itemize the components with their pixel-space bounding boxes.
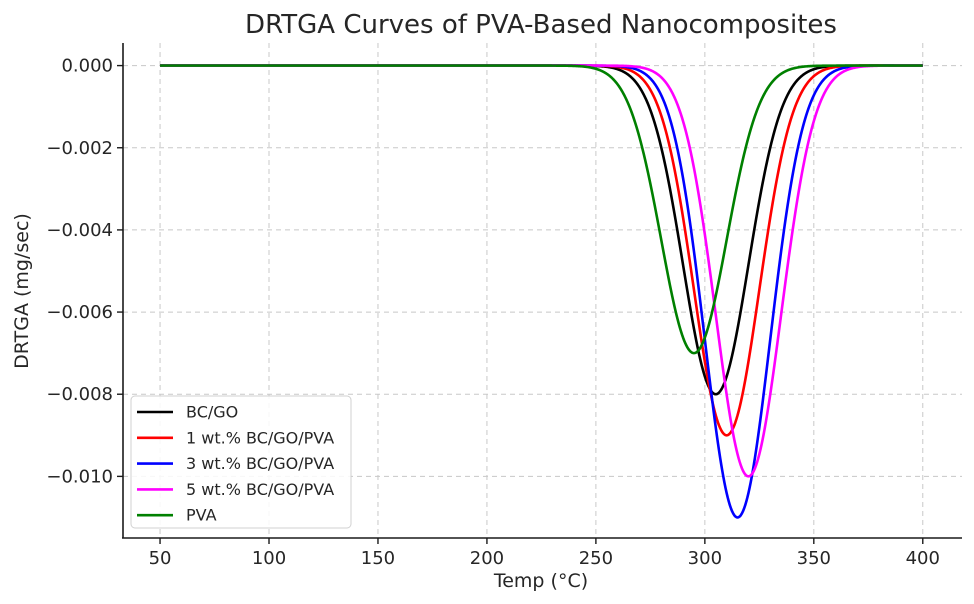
x-tick-label: 400	[906, 548, 940, 569]
x-axis-ticks: 50 100 150 200 250 300 350 400	[149, 538, 940, 569]
x-tick-label: 250	[579, 548, 613, 569]
legend-item-1-wt-bc-go-pva: 1 wt.% BC/GO/PVA	[137, 428, 334, 447]
y-tick-label: −0.002	[46, 138, 113, 159]
y-tick-label: −0.006	[46, 302, 113, 323]
legend-item-3-wt-bc-go-pva: 3 wt.% BC/GO/PVA	[137, 454, 334, 473]
series-lines	[159, 64, 923, 519]
legend-label: 1 wt.% BC/GO/PVA	[186, 428, 334, 447]
legend-label: 5 wt.% BC/GO/PVA	[186, 480, 334, 499]
y-tick-label: −0.010	[46, 466, 113, 487]
y-axis-label: DRTGA (mg/sec)	[11, 213, 33, 369]
legend-item-pva: PVA	[137, 506, 217, 525]
legend-item-5-wt-bc-go-pva: 5 wt.% BC/GO/PVA	[137, 480, 334, 499]
legend-label: 3 wt.% BC/GO/PVA	[186, 454, 334, 473]
legend-label: BC/GO	[186, 403, 238, 422]
x-tick-label: 200	[470, 548, 504, 569]
y-axis-ticks: 0.000 −0.002 −0.004 −0.006 −0.008 −0.010	[46, 56, 123, 487]
x-tick-label: 100	[252, 548, 286, 569]
legend: BC/GO 1 wt.% BC/GO/PVA 3 wt.% BC/GO/PVA 5 w…	[130, 395, 352, 529]
chart-title: DRTGA Curves of PVA-Based Nanocomposites	[245, 10, 837, 40]
y-tick-label: −0.008	[46, 384, 113, 405]
x-tick-label: 150	[361, 548, 395, 569]
y-tick-label: −0.004	[46, 220, 113, 241]
legend-item-bc-go: BC/GO	[137, 403, 238, 422]
series-line-1-wt-bc-go-pva	[159, 64, 923, 437]
x-axis-label: Temp (°C)	[493, 570, 588, 592]
x-tick-label: 350	[797, 548, 831, 569]
x-tick-label: 50	[149, 548, 172, 569]
legend-frame	[130, 395, 352, 529]
series-line-pva	[159, 64, 923, 355]
legend-label: PVA	[186, 506, 217, 525]
x-tick-label: 300	[688, 548, 722, 569]
y-tick-label: 0.000	[61, 56, 113, 77]
